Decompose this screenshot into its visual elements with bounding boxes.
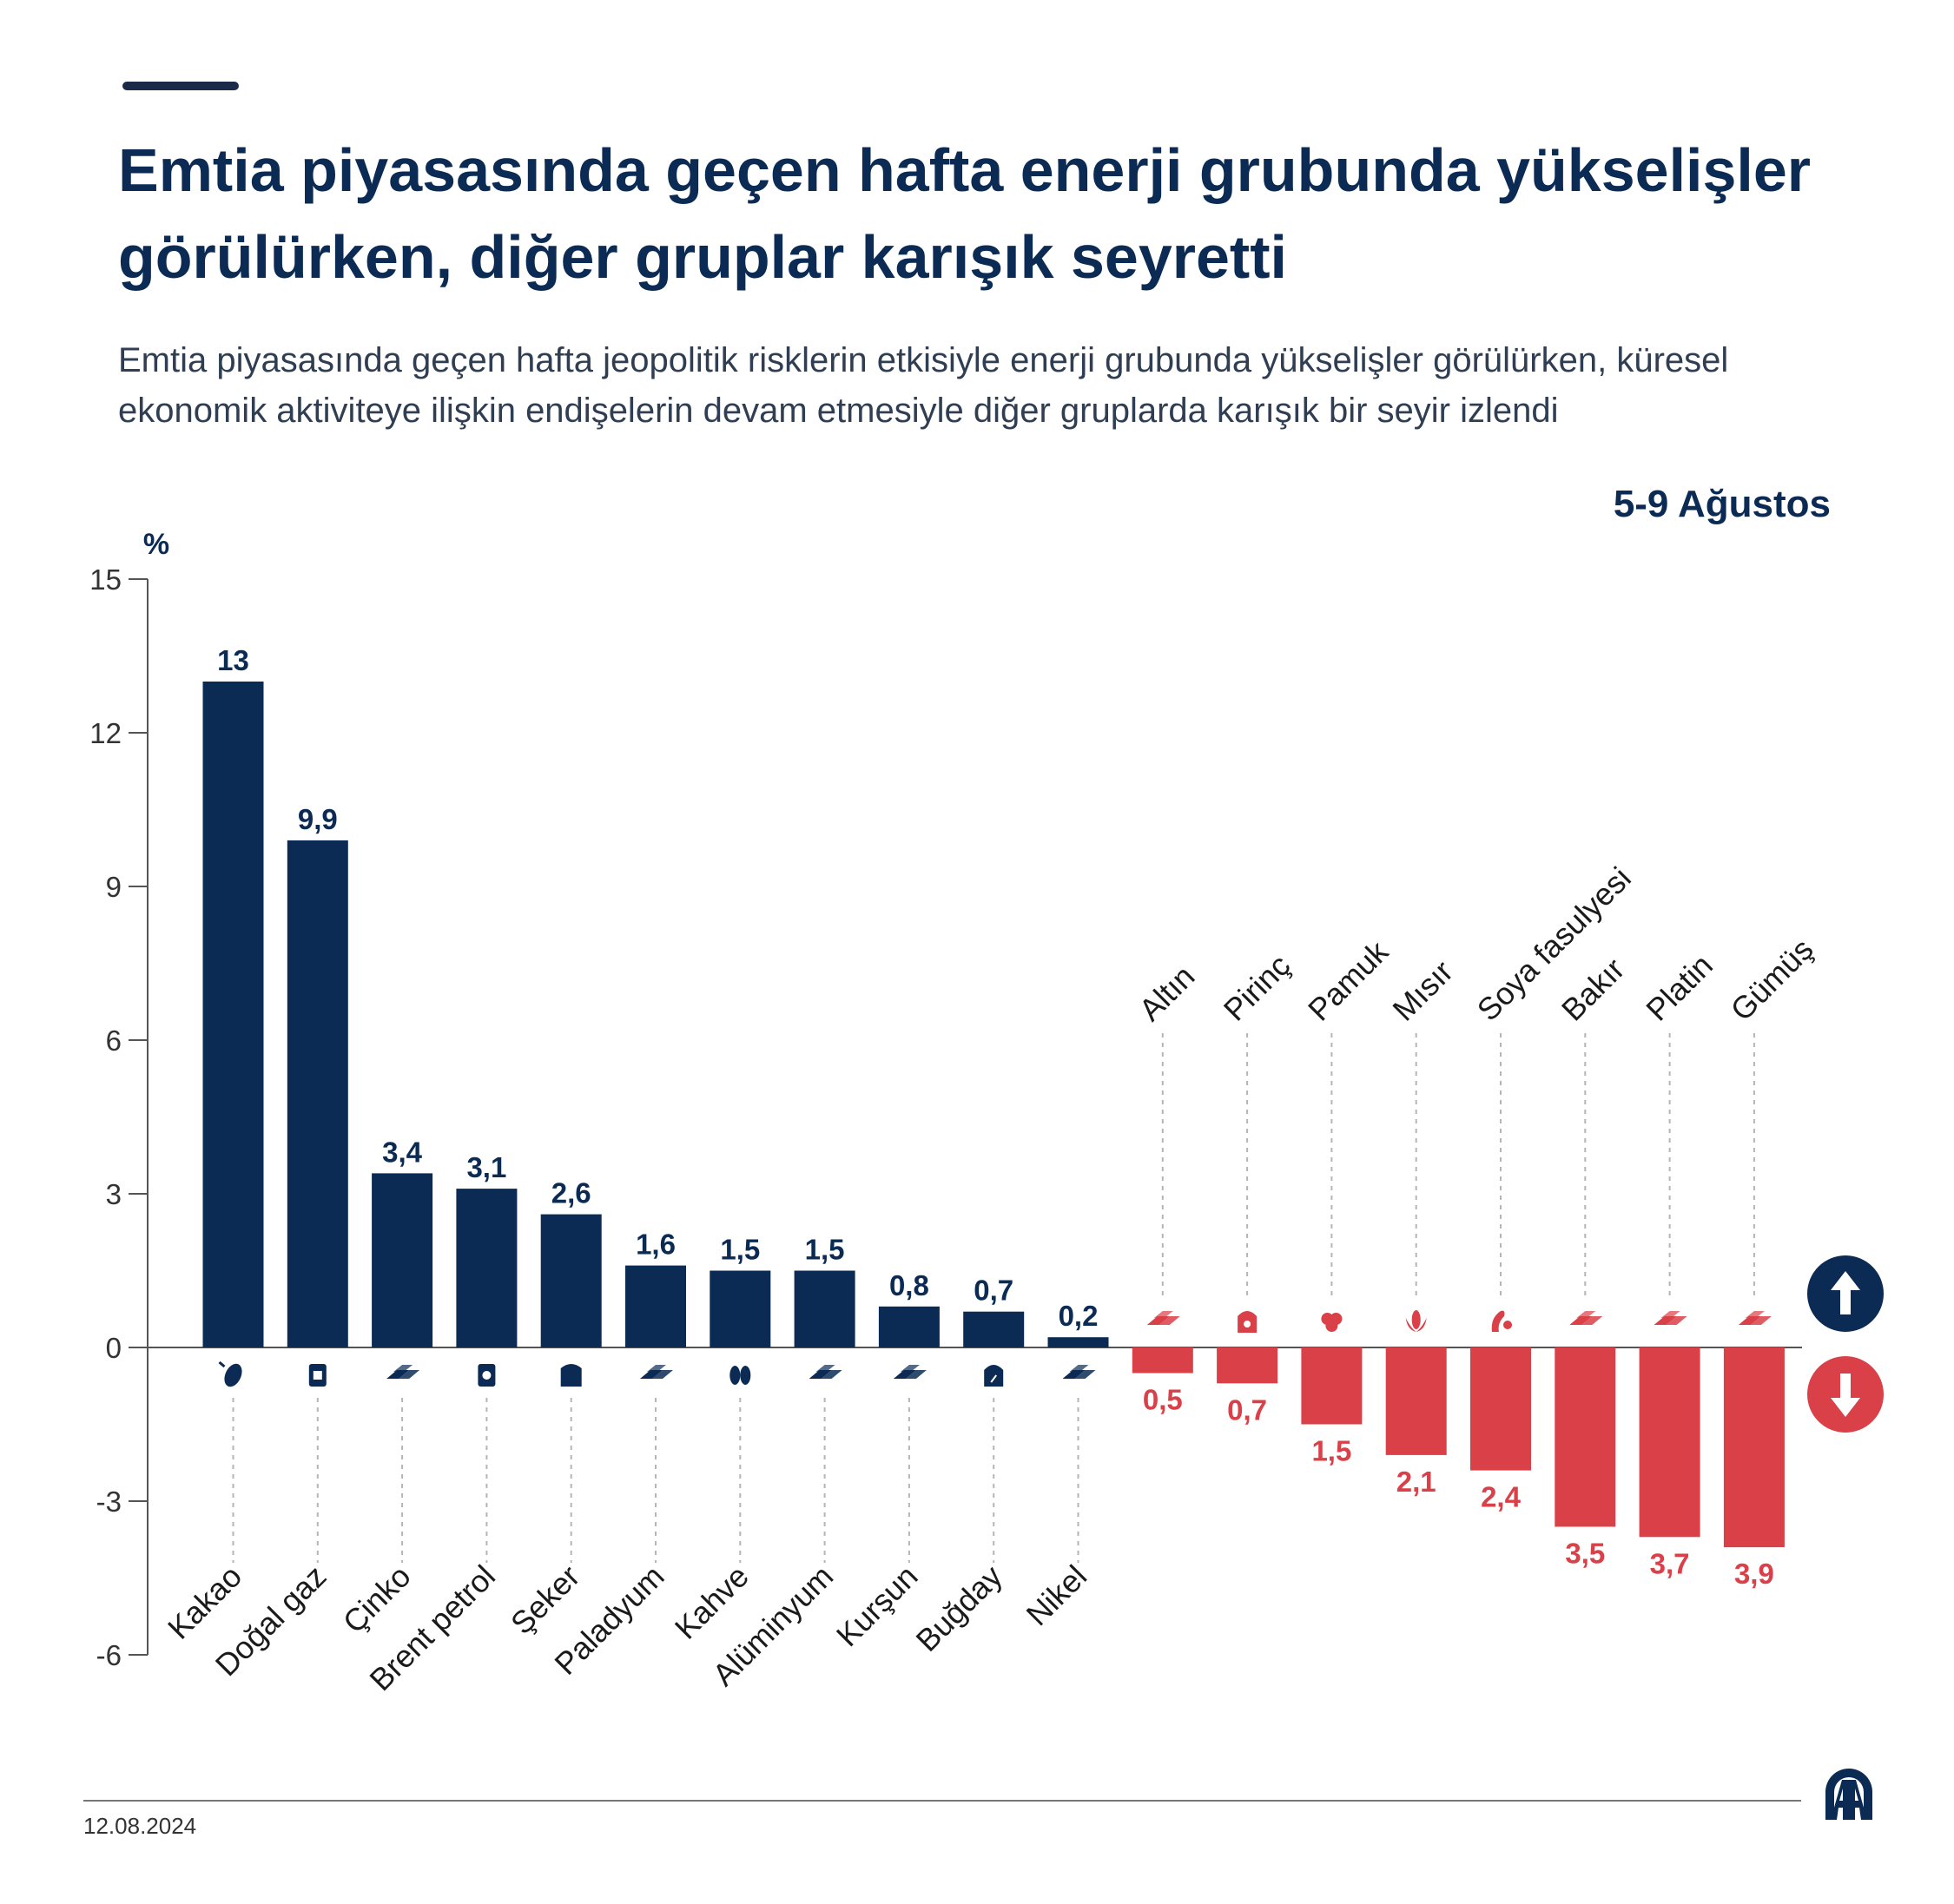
publish-date: 12.08.2024 bbox=[83, 1813, 197, 1839]
bar-brent-petrol bbox=[456, 1189, 518, 1347]
bar-seker bbox=[540, 1214, 602, 1347]
gas-barrel-icon bbox=[308, 1364, 327, 1387]
y-tick-label: 3 bbox=[106, 1178, 122, 1210]
y-tick-label: 6 bbox=[106, 1024, 122, 1057]
chart-subtitle: Emtia piyasasında geçen hafta jeopolitik… bbox=[118, 335, 1855, 436]
bar-bugday bbox=[963, 1311, 1025, 1347]
footer-divider bbox=[83, 1800, 1801, 1802]
bar-gumus bbox=[1723, 1347, 1785, 1548]
category-label-altin: Altın bbox=[1132, 959, 1201, 1028]
title-line-2: görülürken, diğer gruplar karışık seyret… bbox=[118, 223, 1287, 291]
metal-bars-icon bbox=[893, 1365, 927, 1379]
metal-bars-icon bbox=[386, 1365, 420, 1379]
value-label-kakao: 13 bbox=[217, 644, 249, 676]
value-label-soya-fasulyesi: 2,4 bbox=[1481, 1481, 1522, 1513]
category-label-bakir: Bakır bbox=[1555, 951, 1631, 1027]
bar-misir bbox=[1385, 1347, 1447, 1455]
value-label-bakir: 3,5 bbox=[1565, 1538, 1605, 1570]
value-label-bugday: 0,7 bbox=[974, 1275, 1013, 1307]
rice-sack-icon bbox=[1238, 1311, 1258, 1333]
category-label-pirinc: Pirinç bbox=[1217, 947, 1297, 1028]
aa-logo-icon bbox=[1825, 1769, 1872, 1820]
metal-bars-icon bbox=[809, 1365, 842, 1379]
y-tick-label: 15 bbox=[89, 563, 122, 596]
bar-kahve bbox=[710, 1270, 771, 1347]
soybean-icon bbox=[1491, 1310, 1512, 1332]
bar-soya-fasulyesi bbox=[1470, 1347, 1531, 1471]
value-label-platin: 3,7 bbox=[1650, 1547, 1690, 1579]
bar-aluminyum bbox=[794, 1270, 855, 1347]
metal-bars-icon bbox=[640, 1365, 673, 1379]
bar-kursun bbox=[878, 1306, 940, 1347]
header-accent-bar bbox=[122, 82, 239, 90]
category-label-misir: Mısır bbox=[1385, 953, 1460, 1028]
chart-title: Emtia piyasasında geçen hafta enerji gru… bbox=[118, 127, 1855, 300]
title-line-1: Emtia piyasasında geçen hafta enerji gru… bbox=[118, 136, 1812, 204]
bar-pamuk bbox=[1301, 1347, 1363, 1425]
subtitle-line-1: Emtia piyasasında geçen hafta jeopolitik… bbox=[118, 341, 1729, 379]
y-tick-label: -6 bbox=[96, 1639, 122, 1671]
bar-dogal-gaz bbox=[287, 840, 348, 1347]
y-tick-label: 0 bbox=[106, 1332, 122, 1364]
corn-icon bbox=[1405, 1310, 1427, 1332]
category-label-platin: Platin bbox=[1639, 947, 1720, 1028]
value-label-paladyum: 1,6 bbox=[636, 1229, 676, 1261]
sugar-sack-icon bbox=[560, 1364, 582, 1387]
bar-platin bbox=[1639, 1347, 1700, 1538]
period-label: 5-9 Ağustos bbox=[1613, 483, 1831, 525]
value-label-dogal-gaz: 9,9 bbox=[298, 803, 338, 835]
value-label-cinko: 3,4 bbox=[382, 1136, 423, 1168]
value-label-seker: 2,6 bbox=[551, 1177, 591, 1209]
metal-bars-icon bbox=[1146, 1311, 1180, 1325]
value-label-pirinc: 0,7 bbox=[1227, 1393, 1267, 1426]
wheat-sack-icon bbox=[984, 1365, 1004, 1387]
subtitle-line-2: ekonomik aktiviteye ilişkin endişelerin … bbox=[118, 392, 1559, 430]
value-label-nikel: 0,2 bbox=[1059, 1300, 1099, 1332]
value-label-kahve: 1,5 bbox=[720, 1234, 760, 1266]
metal-bars-icon bbox=[1738, 1311, 1772, 1325]
value-label-misir: 2,1 bbox=[1396, 1466, 1436, 1498]
bar-altin bbox=[1132, 1347, 1193, 1374]
bar-bakir bbox=[1555, 1347, 1616, 1527]
metal-bars-icon bbox=[1062, 1365, 1096, 1379]
category-label-nikel: Nikel bbox=[1020, 1558, 1094, 1633]
bar-paladyum bbox=[625, 1265, 686, 1347]
down-arrow-icon bbox=[1807, 1356, 1884, 1433]
oil-barrel-icon bbox=[478, 1364, 496, 1387]
up-arrow-icon bbox=[1807, 1255, 1884, 1332]
category-label-seker: Şeker bbox=[504, 1558, 586, 1641]
y-tick-label: 12 bbox=[89, 717, 122, 749]
metal-bars-icon bbox=[1654, 1311, 1687, 1325]
value-label-kursun: 0,8 bbox=[889, 1269, 929, 1301]
y-axis-unit-label: % bbox=[143, 528, 169, 561]
cocoa-icon bbox=[218, 1360, 242, 1387]
bar-nikel bbox=[1047, 1337, 1109, 1347]
value-label-aluminyum: 1,5 bbox=[805, 1234, 845, 1266]
category-label-kursun: Kurşun bbox=[829, 1558, 925, 1654]
value-label-altin: 0,5 bbox=[1143, 1384, 1183, 1416]
metal-bars-icon bbox=[1569, 1311, 1603, 1325]
bar-cinko bbox=[372, 1173, 433, 1347]
y-tick-label: 9 bbox=[106, 871, 122, 903]
y-tick-label: -3 bbox=[96, 1486, 122, 1518]
category-label-bugday: Buğday bbox=[909, 1558, 1009, 1658]
category-label-pamuk: Pamuk bbox=[1301, 933, 1396, 1028]
bar-kakao bbox=[202, 682, 264, 1347]
value-label-brent-petrol: 3,1 bbox=[466, 1151, 506, 1183]
bar-pirinc bbox=[1217, 1347, 1278, 1384]
value-label-pamuk: 1,5 bbox=[1311, 1435, 1351, 1467]
cotton-icon bbox=[1321, 1313, 1343, 1332]
value-label-gumus: 3,9 bbox=[1734, 1558, 1774, 1590]
coffee-beans-icon bbox=[729, 1366, 751, 1385]
category-label-cinko: Çinko bbox=[336, 1558, 418, 1640]
category-label-gumus: Gümüş bbox=[1724, 932, 1820, 1028]
